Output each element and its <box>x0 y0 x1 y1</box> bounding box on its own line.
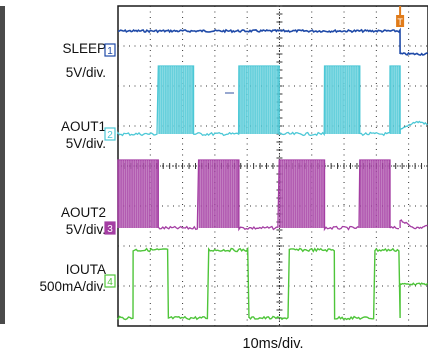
sleep-trace <box>117 27 428 56</box>
aout2-burst <box>359 160 391 228</box>
x-axis-label: 10ms/div. <box>242 336 304 352</box>
ch1-marker <box>104 43 116 57</box>
aout2-scale: 5V/div. <box>65 222 106 237</box>
ch2-marker-id: 2 <box>107 130 113 141</box>
iouta-scale: 500mA/div. <box>39 279 106 294</box>
aout2-trace <box>117 159 399 232</box>
iouta-name: IOUTA <box>65 262 106 277</box>
ch4-marker <box>104 274 116 288</box>
ch4-marker-id: 4 <box>107 277 113 288</box>
ch3-marker-id: 3 <box>107 224 113 235</box>
aout1-trace <box>117 65 401 137</box>
aout2-burst <box>279 160 325 228</box>
sleep-name: SLEEP <box>62 41 106 56</box>
aout1-decay-trace <box>399 120 428 134</box>
ch1-marker-id: 1 <box>107 46 113 57</box>
left-frame-bar <box>0 6 5 324</box>
ch2-marker <box>104 127 116 141</box>
aout1-scale: 5V/div. <box>65 136 106 151</box>
trigger-marker-label: T <box>397 17 403 27</box>
sleep-channel-label: SLEEP 5V/div. <box>62 40 106 81</box>
aout1-burst <box>390 66 401 134</box>
iouta-channel-label: IOUTA 500mA/div. <box>39 261 106 295</box>
aout2-burst <box>198 160 239 228</box>
aout2-channel-label: AOUT2 5V/div. <box>61 204 106 238</box>
aout1-burst <box>158 66 194 134</box>
aout1-name: AOUT1 <box>60 119 106 134</box>
aout1-burst <box>238 66 280 134</box>
aout2-name: AOUT2 <box>60 205 106 220</box>
trigger-marker <box>396 15 405 27</box>
aout2-decay-trace <box>399 219 428 230</box>
aout1-channel-label: AOUT1 5V/div. <box>61 118 106 152</box>
iouta-trace <box>117 246 428 321</box>
aout2-burst <box>118 160 159 228</box>
sleep-scale: 5V/div. <box>65 65 106 80</box>
ch3-marker <box>104 221 116 235</box>
aout1-burst <box>324 66 360 134</box>
